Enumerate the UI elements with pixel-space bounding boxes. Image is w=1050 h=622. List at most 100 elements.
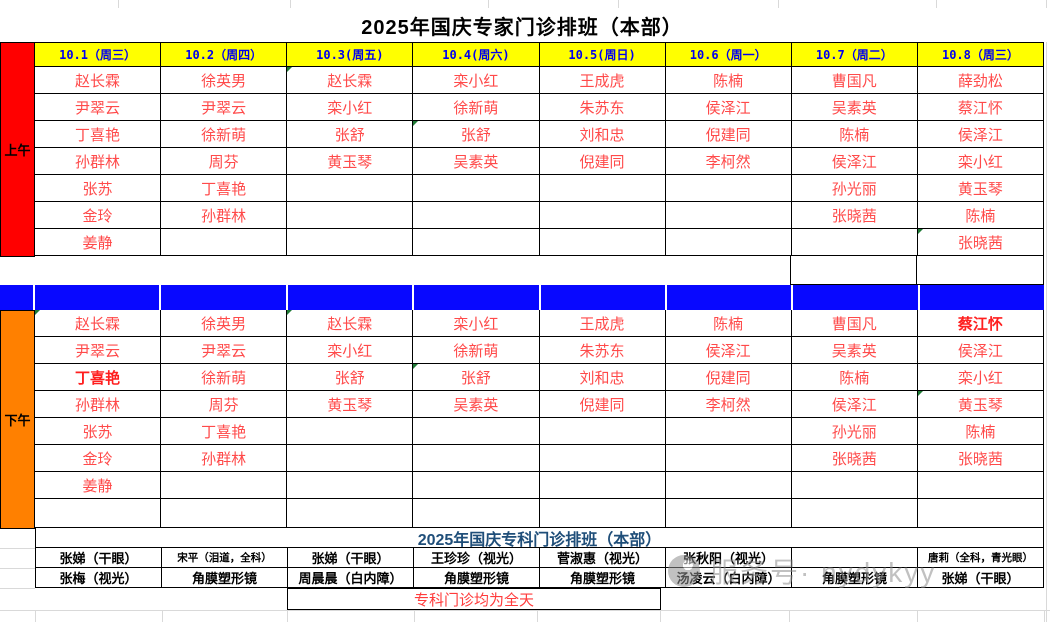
afternoon-schedule-cell[interactable] xyxy=(665,418,792,445)
morning-schedule-cell[interactable]: 张晓茜 xyxy=(917,229,1044,256)
afternoon-schedule-cell[interactable]: 孙群林 xyxy=(35,391,162,418)
specialist-cell[interactable]: 菅淑惠（视光） xyxy=(540,548,666,568)
morning-schedule-cell[interactable]: 栾小红 xyxy=(917,148,1044,175)
morning-schedule-cell[interactable]: 倪建同 xyxy=(539,148,666,175)
morning-schedule-cell[interactable]: 吴素英 xyxy=(791,94,918,121)
morning-schedule-cell[interactable]: 徐新萌 xyxy=(161,121,288,148)
morning-schedule-cell[interactable] xyxy=(413,229,540,256)
morning-schedule-cell[interactable]: 尹翠云 xyxy=(35,94,162,121)
morning-schedule-cell[interactable]: 朱苏东 xyxy=(539,94,666,121)
afternoon-schedule-cell[interactable]: 金玲 xyxy=(35,445,162,472)
morning-schedule-cell[interactable]: 王成虎 xyxy=(539,67,666,94)
morning-schedule-cell[interactable]: 侯泽江 xyxy=(917,121,1044,148)
morning-schedule-cell[interactable]: 刘和忠 xyxy=(539,121,666,148)
specialist-cell[interactable] xyxy=(792,548,918,568)
morning-schedule-cell[interactable]: 薛劲松 xyxy=(917,67,1044,94)
morning-schedule-cell[interactable]: 曹国凡 xyxy=(791,67,918,94)
morning-schedule-cell[interactable]: 倪建同 xyxy=(665,121,792,148)
gap-cell[interactable] xyxy=(917,256,1044,285)
morning-schedule-cell[interactable]: 赵长霖 xyxy=(35,67,162,94)
empty-cell[interactable] xyxy=(287,499,414,528)
morning-schedule-cell[interactable] xyxy=(161,229,288,256)
morning-schedule-cell[interactable]: 孙群林 xyxy=(35,148,162,175)
afternoon-schedule-cell[interactable]: 黄玉琴 xyxy=(917,391,1044,418)
afternoon-schedule-cell[interactable]: 侯泽江 xyxy=(665,337,792,364)
morning-schedule-cell[interactable]: 陈楠 xyxy=(665,67,792,94)
afternoon-schedule-cell[interactable]: 丁喜艳 xyxy=(161,418,288,445)
empty-cell[interactable] xyxy=(35,499,162,528)
morning-schedule-cell[interactable]: 丁喜艳 xyxy=(161,175,288,202)
afternoon-schedule-cell[interactable]: 黄玉琴 xyxy=(287,391,414,418)
afternoon-schedule-cell[interactable] xyxy=(413,445,540,472)
morning-schedule-cell[interactable]: 张苏 xyxy=(35,175,162,202)
empty-cell[interactable] xyxy=(665,499,792,528)
morning-schedule-cell[interactable]: 尹翠云 xyxy=(161,94,288,121)
afternoon-schedule-cell[interactable]: 尹翠云 xyxy=(35,337,162,364)
afternoon-schedule-cell[interactable]: 张苏 xyxy=(35,418,162,445)
afternoon-schedule-cell[interactable] xyxy=(665,445,792,472)
specialist-cell[interactable]: 周晨晨（白内障） xyxy=(288,568,414,588)
morning-schedule-cell[interactable]: 蔡江怀 xyxy=(917,94,1044,121)
morning-schedule-cell[interactable]: 侯泽江 xyxy=(665,94,792,121)
afternoon-schedule-cell[interactable]: 吴素英 xyxy=(791,337,918,364)
morning-schedule-cell[interactable]: 徐英男 xyxy=(161,67,288,94)
specialist-cell[interactable]: 张梅（视光） xyxy=(36,568,162,588)
afternoon-schedule-cell[interactable] xyxy=(539,418,666,445)
morning-schedule-cell[interactable]: 栾小红 xyxy=(413,67,540,94)
date-header-cell[interactable]: 10.5(周日) xyxy=(539,43,666,67)
afternoon-schedule-cell[interactable] xyxy=(161,472,288,499)
afternoon-schedule-cell[interactable]: 赵长霖 xyxy=(35,310,162,337)
morning-schedule-cell[interactable] xyxy=(539,202,666,229)
afternoon-schedule-cell[interactable]: 陈楠 xyxy=(791,364,918,391)
afternoon-schedule-cell[interactable]: 孙光丽 xyxy=(791,418,918,445)
specialist-cell[interactable]: 张秋阳（视光） xyxy=(666,548,792,568)
afternoon-schedule-cell[interactable] xyxy=(539,472,666,499)
morning-schedule-cell[interactable]: 栾小红 xyxy=(287,94,414,121)
afternoon-schedule-cell[interactable]: 朱苏东 xyxy=(539,337,666,364)
afternoon-sidebar[interactable]: 下午 xyxy=(0,310,35,529)
specialist-cell[interactable]: 张娣（干眼） xyxy=(288,548,414,568)
morning-schedule-cell[interactable]: 赵长霖 xyxy=(287,67,414,94)
morning-schedule-cell[interactable] xyxy=(791,229,918,256)
specialist-cell[interactable]: 角膜塑形镜 xyxy=(540,568,666,588)
morning-sidebar[interactable]: 上午 xyxy=(0,42,35,257)
afternoon-schedule-cell[interactable]: 周芬 xyxy=(161,391,288,418)
gap-cell[interactable] xyxy=(412,256,538,285)
morning-schedule-cell[interactable]: 徐新萌 xyxy=(413,94,540,121)
afternoon-schedule-cell[interactable]: 赵长霖 xyxy=(287,310,414,337)
specialist-cell[interactable]: 张娣（干眼） xyxy=(918,568,1044,588)
morning-schedule-cell[interactable]: 黄玉琴 xyxy=(287,148,414,175)
afternoon-schedule-cell[interactable]: 侯泽江 xyxy=(791,391,918,418)
gap-cell[interactable] xyxy=(35,256,161,285)
afternoon-schedule-cell[interactable]: 倪建同 xyxy=(665,364,792,391)
afternoon-schedule-cell[interactable]: 张舒 xyxy=(287,364,414,391)
afternoon-schedule-cell[interactable] xyxy=(287,472,414,499)
specialist-cell[interactable]: 汤凌云（白内障） xyxy=(666,568,792,588)
afternoon-schedule-cell[interactable] xyxy=(287,445,414,472)
afternoon-schedule-cell[interactable]: 徐英男 xyxy=(161,310,288,337)
empty-cell[interactable] xyxy=(413,499,540,528)
morning-schedule-cell[interactable] xyxy=(539,229,666,256)
specialist-cell[interactable]: 唐莉（全科，青光眼） xyxy=(918,548,1044,568)
empty-cell[interactable] xyxy=(917,499,1044,528)
morning-schedule-cell[interactable]: 张晓茜 xyxy=(791,202,918,229)
afternoon-schedule-cell[interactable]: 王成虎 xyxy=(539,310,666,337)
afternoon-schedule-cell[interactable]: 栾小红 xyxy=(917,364,1044,391)
afternoon-schedule-cell[interactable]: 姜静 xyxy=(35,472,162,499)
gap-cell[interactable] xyxy=(161,256,287,285)
empty-cell[interactable] xyxy=(161,499,288,528)
afternoon-schedule-cell[interactable]: 张晓茜 xyxy=(917,445,1044,472)
gap-cell[interactable] xyxy=(287,256,413,285)
empty-cell[interactable] xyxy=(539,499,666,528)
afternoon-schedule-cell[interactable]: 陈楠 xyxy=(665,310,792,337)
afternoon-schedule-cell[interactable]: 陈楠 xyxy=(917,418,1044,445)
specialist-cell[interactable]: 角膜塑形镜 xyxy=(414,568,540,588)
afternoon-schedule-cell[interactable] xyxy=(539,445,666,472)
afternoon-schedule-cell[interactable]: 孙群林 xyxy=(161,445,288,472)
morning-schedule-cell[interactable]: 孙群林 xyxy=(161,202,288,229)
date-header-cell[interactable]: 10.7（周二） xyxy=(791,43,918,67)
afternoon-schedule-cell[interactable]: 侯泽江 xyxy=(917,337,1044,364)
specialist-cell[interactable]: 角膜塑形镜 xyxy=(162,568,288,588)
morning-schedule-cell[interactable]: 金玲 xyxy=(35,202,162,229)
specialist-cell[interactable]: 张娣（干眼） xyxy=(36,548,162,568)
